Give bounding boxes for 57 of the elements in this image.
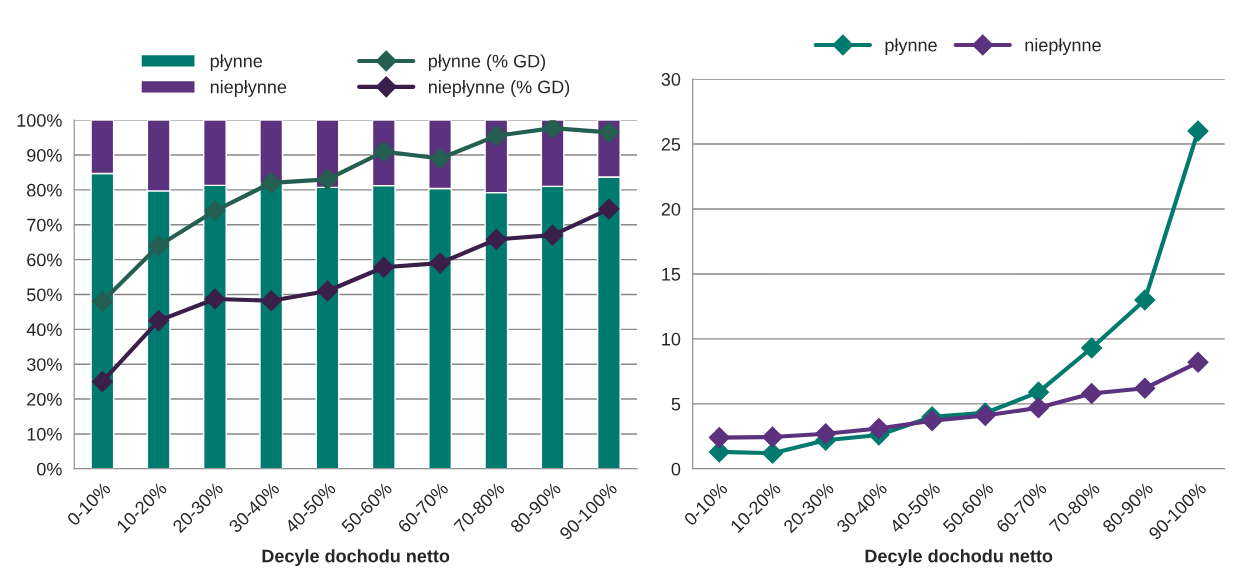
- point: [761, 426, 784, 448]
- point: [91, 371, 113, 393]
- legend-label: niepłynne: [210, 80, 287, 97]
- y-tick-label: 0%: [37, 462, 62, 476]
- legend-label: płynne: [885, 38, 937, 56]
- legend-label: niepłynne: [1025, 38, 1101, 56]
- point: [373, 256, 395, 278]
- y-tick-label: 0: [671, 462, 681, 476]
- y-tick-label: 90%: [27, 148, 62, 162]
- point: [1187, 120, 1209, 142]
- y-tick-label: 60%: [27, 253, 62, 267]
- legend-label: płynne (% GD): [428, 54, 546, 72]
- point: [1134, 377, 1156, 399]
- y-tick-label: 30%: [26, 358, 62, 371]
- y-tick-label: 10%: [27, 427, 62, 441]
- y-tick-label: 100%: [17, 114, 62, 127]
- y-tick-label: 40%: [26, 323, 62, 337]
- point: [708, 427, 730, 449]
- point: [148, 235, 170, 257]
- point: [316, 168, 339, 190]
- point: [485, 228, 507, 250]
- y-tick-label: 20: [661, 202, 681, 216]
- y-tick-label: 10: [662, 332, 681, 346]
- point: [204, 200, 226, 222]
- point: [1027, 381, 1049, 403]
- y-tick-label: 20%: [27, 393, 62, 406]
- point: [542, 120, 564, 139]
- point: [1187, 351, 1209, 373]
- point: [761, 442, 784, 464]
- point: [316, 280, 339, 302]
- point: [598, 121, 620, 143]
- point: [598, 198, 620, 220]
- y-tick-label: 5: [671, 397, 681, 411]
- point: [148, 310, 170, 332]
- y-tick-label: 80%: [27, 183, 62, 197]
- point: [1081, 337, 1103, 359]
- point: [485, 125, 507, 147]
- point: [1134, 289, 1156, 311]
- x-axis-title: Decyle dochodu netto: [865, 549, 1053, 566]
- point: [260, 290, 282, 312]
- y-tick-label: 15: [662, 268, 681, 281]
- point: [815, 423, 837, 445]
- point: [91, 290, 113, 312]
- point: [868, 418, 890, 440]
- point: [1027, 397, 1049, 419]
- y-tick-label: 30: [661, 73, 681, 86]
- legend-label: płynne: [210, 54, 263, 72]
- legend-label: niepłynne (% GD): [428, 80, 570, 97]
- point: [260, 172, 282, 194]
- y-tick-label: 25: [661, 137, 681, 151]
- point: [1081, 382, 1103, 404]
- point: [542, 224, 564, 246]
- y-tick-label: 50%: [27, 288, 62, 302]
- y-tick-label: 70%: [27, 218, 62, 232]
- x-axis-title: Decyle dochodu netto: [262, 549, 450, 566]
- point: [429, 252, 451, 274]
- point: [204, 288, 226, 310]
